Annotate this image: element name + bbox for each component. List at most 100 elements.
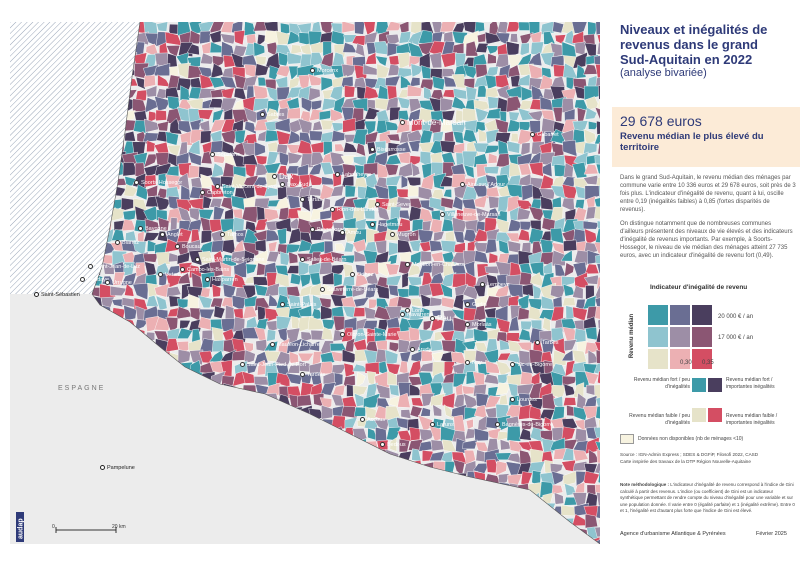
commune-cell bbox=[102, 262, 115, 275]
commune-cell bbox=[279, 251, 291, 266]
paragraph-1: Dans le grand Sud-Aquitain, le revenu mé… bbox=[620, 175, 796, 213]
commune-cell bbox=[320, 230, 333, 241]
commune-cell bbox=[563, 397, 577, 406]
city-label: Mugron bbox=[390, 232, 416, 238]
commune-cell bbox=[409, 239, 422, 252]
commune-cell bbox=[385, 22, 402, 32]
city-label: Lembeye bbox=[480, 282, 510, 288]
commune-cell bbox=[340, 76, 354, 88]
commune-cell bbox=[244, 120, 257, 135]
commune-cell bbox=[594, 295, 600, 310]
commune-cell bbox=[594, 525, 600, 538]
cat-tl-label: Revenu médian fort / peu d'inégalités bbox=[633, 377, 690, 390]
commune-cell bbox=[322, 197, 331, 211]
commune-cell bbox=[432, 75, 446, 91]
commune-cell bbox=[321, 319, 336, 330]
commune-cell bbox=[253, 376, 270, 386]
commune-cell bbox=[420, 250, 432, 263]
commune-cell bbox=[385, 306, 402, 321]
city-label: Villeneuve-de-Marsan bbox=[440, 212, 500, 218]
city-label: Arudy bbox=[410, 347, 431, 353]
commune-cell bbox=[197, 109, 214, 120]
city-label-major: Mont-de-Marsan bbox=[400, 118, 466, 127]
commune-cell bbox=[421, 350, 433, 362]
commune-cell bbox=[285, 243, 302, 255]
commune-cell bbox=[453, 414, 466, 432]
commune-cell bbox=[440, 240, 457, 254]
commune-cell bbox=[451, 121, 467, 133]
city-label: Lourdes bbox=[510, 397, 537, 403]
commune-cell bbox=[308, 73, 325, 86]
commune-cell bbox=[519, 428, 532, 441]
commune-cell bbox=[223, 54, 236, 68]
commune-cell bbox=[474, 250, 489, 264]
commune-cell bbox=[484, 145, 502, 154]
commune-cell bbox=[363, 393, 381, 409]
commune-cell bbox=[288, 251, 299, 264]
commune-cell bbox=[595, 22, 600, 35]
commune-cell bbox=[344, 337, 356, 352]
commune-cell bbox=[197, 295, 213, 309]
city-label: Amou bbox=[340, 230, 361, 236]
commune-cell bbox=[156, 252, 171, 266]
commune-cell bbox=[187, 151, 202, 166]
commune-cell bbox=[594, 536, 600, 544]
commune-cell bbox=[477, 415, 488, 432]
commune-cell bbox=[354, 22, 366, 35]
commune-cell bbox=[519, 262, 533, 276]
commune-cell bbox=[255, 155, 268, 167]
commune-cell bbox=[245, 263, 258, 275]
commune-cell bbox=[507, 119, 523, 132]
cat-bl-swatch bbox=[692, 408, 706, 422]
commune-cell bbox=[518, 163, 532, 176]
commune-cell bbox=[452, 195, 464, 211]
commune-cell bbox=[390, 206, 402, 221]
commune-cell bbox=[396, 217, 411, 234]
commune-cell bbox=[212, 205, 225, 224]
city-label: Bayonne bbox=[138, 226, 167, 232]
commune-cell bbox=[311, 251, 322, 266]
commune-cell bbox=[409, 77, 421, 87]
commune-cell bbox=[572, 51, 588, 69]
commune-cell bbox=[563, 239, 578, 252]
commune-cell bbox=[573, 151, 589, 167]
commune-cell bbox=[476, 320, 487, 332]
commune-cell bbox=[506, 41, 520, 58]
commune-cell bbox=[408, 140, 421, 152]
commune-cell bbox=[112, 271, 126, 286]
commune-cell bbox=[135, 76, 146, 90]
commune-cell bbox=[384, 349, 399, 366]
commune-cell bbox=[551, 484, 564, 495]
commune-cell bbox=[418, 440, 433, 452]
commune-cell bbox=[155, 109, 167, 121]
commune-cell bbox=[385, 75, 401, 87]
commune-cell bbox=[596, 263, 600, 277]
commune-cell bbox=[484, 395, 501, 409]
city-label: Soorts-Hossegor bbox=[134, 180, 182, 186]
commune-cell bbox=[411, 448, 422, 463]
commune-cell bbox=[598, 85, 600, 100]
commune-cell bbox=[506, 22, 522, 33]
commune-cell bbox=[484, 265, 500, 274]
commune-cell bbox=[142, 132, 160, 143]
commune-cell bbox=[308, 173, 325, 186]
commune-cell bbox=[440, 283, 453, 298]
commune-cell bbox=[352, 129, 369, 146]
commune-cell bbox=[319, 209, 333, 221]
commune-cell bbox=[443, 31, 454, 43]
city-label: Nay bbox=[465, 360, 482, 366]
commune-cell bbox=[319, 62, 336, 76]
commune-cell bbox=[406, 84, 423, 97]
commune-cell bbox=[572, 449, 589, 462]
commune-cell bbox=[583, 142, 598, 156]
commune-cell bbox=[497, 195, 512, 212]
commune-cell bbox=[253, 41, 265, 57]
commune-cell bbox=[308, 87, 321, 102]
city-label: Laruns bbox=[430, 422, 454, 428]
commune-cell bbox=[353, 406, 366, 417]
city-label: Hasparren bbox=[205, 277, 238, 283]
commune-cell bbox=[111, 298, 124, 308]
commune-cell bbox=[499, 163, 512, 179]
commune-cell bbox=[527, 298, 544, 310]
commune-cell bbox=[443, 189, 452, 198]
